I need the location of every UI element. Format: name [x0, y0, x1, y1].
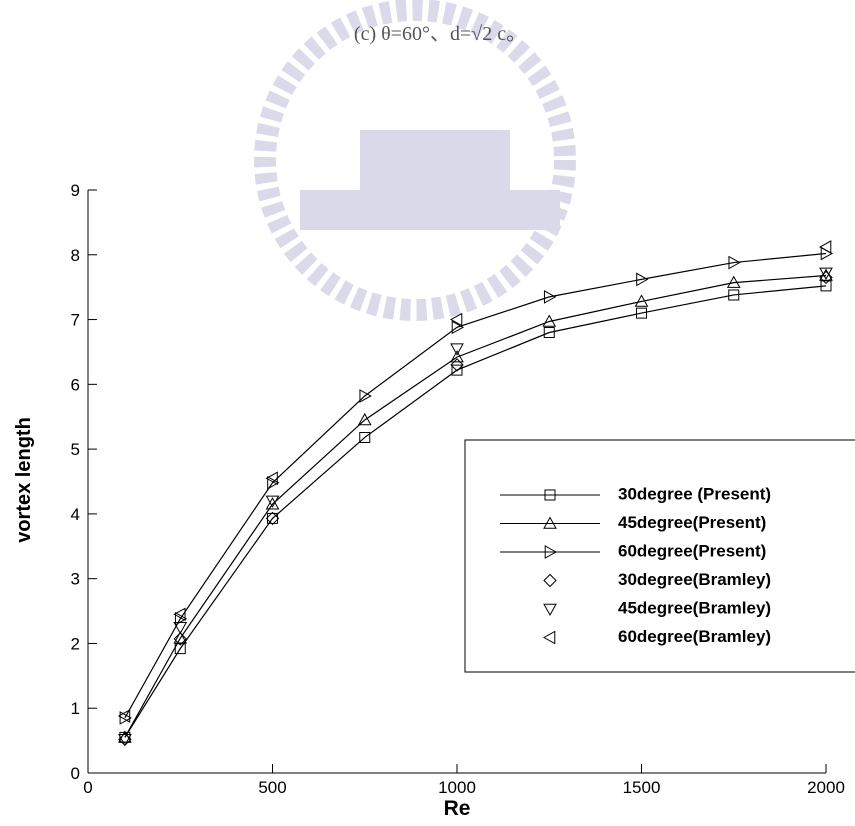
marker — [359, 389, 372, 403]
marker — [818, 240, 832, 254]
marker — [450, 343, 464, 356]
series-line — [124, 252, 827, 719]
marker — [820, 280, 832, 292]
marker — [265, 511, 280, 526]
y-tick-label: 3 — [71, 570, 80, 589]
x-tick-label: 1000 — [438, 778, 476, 797]
series-line — [124, 285, 827, 738]
y-tick-label: 0 — [71, 764, 80, 783]
marker — [117, 709, 131, 723]
legend-marker — [544, 545, 558, 559]
marker — [265, 471, 278, 486]
legend-label: 30degree(Bramley) — [618, 570, 771, 589]
y-tick-label: 6 — [71, 375, 80, 394]
marker — [542, 314, 557, 327]
marker — [359, 431, 371, 443]
marker — [543, 327, 555, 339]
legend-marker — [542, 630, 556, 645]
marker — [118, 734, 132, 747]
marker — [728, 255, 741, 270]
marker — [267, 475, 280, 490]
legend-marker — [543, 603, 557, 617]
marker — [265, 497, 280, 510]
marker — [173, 607, 186, 622]
x-tick-label: 2000 — [807, 778, 845, 797]
marker — [173, 631, 188, 644]
y-tick-label: 2 — [71, 634, 80, 653]
y-tick-label: 1 — [71, 699, 80, 718]
watermark — [254, 0, 576, 321]
y-tick-label: 4 — [71, 505, 80, 524]
marker — [450, 358, 464, 372]
legend-label: 45degree(Present) — [618, 513, 766, 532]
legend-label: 30degree (Present) — [618, 484, 771, 503]
x-tick-label: 0 — [83, 778, 92, 797]
marker — [543, 290, 557, 304]
y-tick-label: 7 — [71, 311, 80, 330]
x-axis-label: Re — [444, 797, 471, 820]
marker — [265, 495, 280, 508]
legend-box — [464, 439, 855, 673]
marker — [728, 289, 740, 301]
marker — [450, 350, 464, 363]
marker — [357, 412, 372, 426]
marker — [819, 267, 833, 280]
marker — [636, 307, 647, 319]
y-axis-label: vortex length — [13, 417, 35, 543]
legend-marker — [543, 516, 557, 529]
marker — [174, 611, 188, 626]
marker — [636, 272, 649, 287]
marker — [119, 711, 132, 725]
y-tick-label: 5 — [71, 440, 80, 459]
y-tick-label: 9 — [71, 181, 80, 200]
legend-label: 45degree(Bramley) — [618, 598, 771, 617]
marker — [449, 312, 463, 327]
legend-marker — [543, 573, 557, 588]
legend-label: 60degree(Present) — [618, 541, 766, 560]
series-line — [124, 274, 827, 738]
marker — [451, 364, 463, 376]
marker — [451, 320, 465, 335]
marker — [173, 632, 187, 646]
x-tick-label: 500 — [258, 778, 286, 797]
marker — [819, 270, 833, 285]
marker — [634, 294, 649, 307]
marker — [726, 275, 741, 288]
chart-title: (c) θ=60°、d=√2 c。 — [354, 23, 526, 45]
y-tick-label: 8 — [71, 246, 80, 265]
x-tick-label: 1500 — [623, 778, 661, 797]
legend-marker — [544, 489, 556, 501]
legend-label: 60degree(Bramley) — [618, 627, 771, 646]
marker — [173, 621, 188, 635]
